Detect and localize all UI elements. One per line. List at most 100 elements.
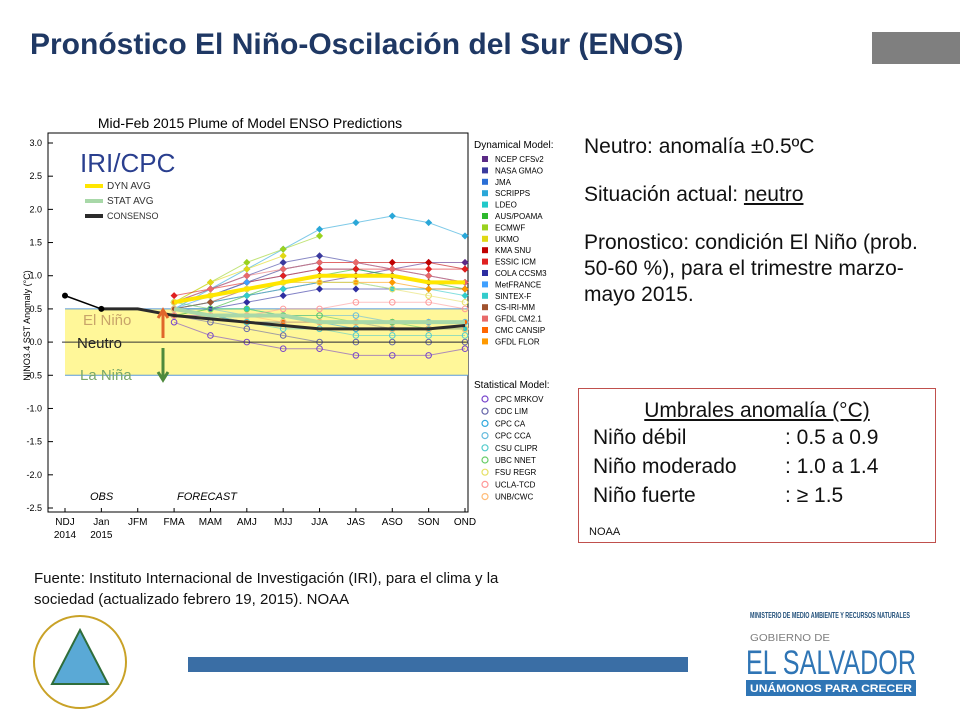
period-label: FORECAST	[177, 491, 238, 503]
model-point	[352, 285, 360, 293]
model-point	[243, 305, 251, 313]
legend-marker	[482, 304, 488, 311]
band-label: Neutro	[77, 335, 122, 352]
legend-marker	[482, 235, 488, 242]
model-point	[316, 285, 324, 293]
model-point	[388, 258, 396, 266]
legend-label: JMA	[495, 178, 512, 187]
model-point	[206, 285, 214, 293]
model-point	[316, 252, 324, 260]
model-point	[279, 258, 287, 266]
x-tick-label: MAM	[199, 517, 222, 528]
model-point	[352, 258, 360, 266]
note-pronostico: Pronostico: condición El Niño (prob. 50-…	[584, 231, 918, 306]
model-point	[425, 258, 433, 266]
year-label: 2015	[90, 530, 113, 541]
x-tick-label: SON	[418, 517, 440, 528]
legend-label: GFDL CM2.1	[495, 315, 542, 324]
legend-label: ESSIC ICM	[495, 258, 536, 267]
model-point	[352, 265, 360, 273]
model-point	[461, 305, 469, 313]
legend-label: CPC CA	[495, 419, 526, 428]
legend-marker	[482, 258, 488, 265]
legend-label: KMA SNU	[495, 246, 531, 255]
legend-marker	[481, 395, 489, 403]
legend-marker	[482, 327, 488, 333]
model-point	[243, 325, 251, 333]
threshold-label: Niño moderado	[593, 455, 737, 478]
y-tick-label: 0.0	[29, 337, 42, 347]
model-point	[207, 305, 214, 313]
x-tick-label: JFM	[128, 517, 147, 528]
legend-marker	[481, 493, 489, 501]
legend-marker	[481, 407, 489, 415]
model-point	[388, 298, 396, 306]
model-point	[461, 265, 469, 273]
legend-marker	[481, 419, 489, 427]
legend-marker	[482, 178, 488, 185]
slogan-bg	[746, 680, 916, 696]
model-point	[388, 285, 396, 293]
x-tick-label: Jan	[93, 517, 109, 528]
model-point	[388, 265, 396, 273]
thresholds-source: NOAA	[589, 526, 621, 538]
model-point	[352, 352, 360, 359]
model-point	[316, 258, 324, 266]
legend-marker	[482, 156, 488, 162]
y-tick-label: -2.5	[26, 503, 42, 513]
legend-label: ECMWF	[495, 223, 525, 232]
model-point	[279, 285, 287, 293]
model-point	[279, 252, 287, 260]
arrow-down	[156, 348, 170, 383]
model-point	[279, 305, 287, 313]
ministry-text: MINISTERIO DE MEDIO AMBIENTE Y RECURSOS …	[750, 611, 910, 620]
model-point	[388, 352, 396, 359]
observed-point	[62, 292, 68, 299]
model-point	[316, 312, 323, 319]
gobierno-text: GOBIERNO DE	[750, 633, 830, 644]
legend-marker	[481, 444, 489, 452]
y-tick-label: -2.0	[26, 470, 42, 480]
model-point	[279, 245, 287, 253]
model-point	[279, 332, 287, 339]
year-label: 2014	[54, 530, 77, 541]
legend-marker	[481, 456, 489, 464]
thresholds-rows: Niño débil: 0.5 a 0.9 Niño moderado: 1.0 …	[579, 423, 935, 510]
legend-label: UBC NNET	[495, 456, 536, 465]
model-point	[316, 305, 323, 313]
model-point	[425, 265, 433, 273]
model-point	[279, 292, 287, 300]
legend-label: NASA GMAO	[495, 166, 543, 175]
country-text: EL SALVADOR	[746, 644, 916, 682]
model-point	[352, 279, 360, 286]
model-point	[316, 265, 324, 273]
note-situacion: Situación actual: neutro	[584, 182, 944, 208]
notes: Neutro: anomalía ±0.5ºC Situación actual…	[584, 134, 944, 330]
model-point	[316, 232, 324, 240]
thresholds-box: Umbrales anomalía (°C) Niño débil: 0.5 a…	[578, 388, 936, 543]
model-point	[207, 332, 214, 339]
y-axis-label: NINO3.4 SST Anomaly (°C)	[22, 270, 32, 380]
legend-label: CPC MRKOV	[495, 395, 544, 404]
model-point	[425, 285, 433, 293]
chart-title: Mid-Feb 2015 Plume of Model ENSO Predict…	[98, 115, 402, 131]
observed-line	[64, 294, 102, 310]
legend-label: UNB/CWC	[495, 493, 533, 502]
model-point	[170, 318, 178, 326]
x-tick-label: ASO	[382, 517, 403, 528]
x-tick-label: MJJ	[274, 517, 292, 528]
legend-marker	[482, 292, 488, 299]
model-point	[425, 298, 432, 306]
x-tick-label: JJA	[311, 517, 328, 528]
legend-label: CONSENSO	[107, 211, 159, 221]
legend-marker	[482, 167, 488, 174]
y-tick-label: -0.5	[26, 370, 42, 380]
thresholds-title: Umbrales anomalía (°C)	[644, 399, 870, 422]
model-line	[174, 301, 465, 330]
legend-marker	[482, 315, 488, 322]
legend-label: CPC CCA	[495, 432, 532, 441]
y-tick-label: 1.5	[29, 238, 42, 248]
legend-marker	[482, 247, 488, 254]
legend-label: UCLA-TCD	[495, 480, 536, 489]
model-point	[461, 292, 469, 300]
